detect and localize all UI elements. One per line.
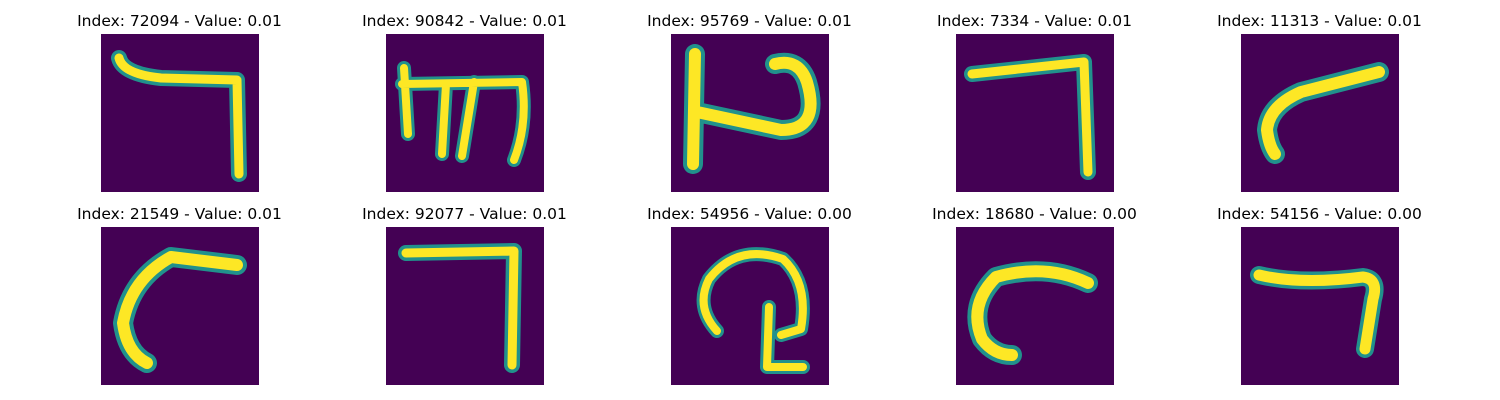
panel-title: Index: 54156 - Value: 0.00 [1217, 205, 1422, 223]
panel-title: Index: 90842 - Value: 0.01 [362, 12, 567, 30]
panel: Index: 21549 - Value: 0.01 [37, 193, 322, 385]
panel-title: Index: 11313 - Value: 0.01 [1217, 12, 1422, 30]
digit-image [101, 227, 259, 385]
panel: Index: 92077 - Value: 0.01 [322, 193, 607, 385]
panel-title: Index: 92077 - Value: 0.01 [362, 205, 567, 223]
digit-image [101, 34, 259, 192]
digit-image [671, 34, 829, 192]
digit-image [671, 227, 829, 385]
panel: Index: 72094 - Value: 0.01 [37, 0, 322, 192]
panel-title: Index: 95769 - Value: 0.01 [647, 12, 852, 30]
panel-title: Index: 21549 - Value: 0.01 [77, 205, 282, 223]
panel: Index: 54956 - Value: 0.00 [607, 193, 892, 385]
digit-image [956, 227, 1114, 385]
digit-image [1241, 34, 1399, 192]
panel-title: Index: 54956 - Value: 0.00 [647, 205, 852, 223]
panel-title: Index: 7334 - Value: 0.01 [937, 12, 1132, 30]
panel: Index: 54156 - Value: 0.00 [1177, 193, 1462, 385]
digit-image [1241, 227, 1399, 385]
panel: Index: 90842 - Value: 0.01 [322, 0, 607, 192]
panel-title: Index: 18680 - Value: 0.00 [932, 205, 1137, 223]
panel: Index: 7334 - Value: 0.01 [892, 0, 1177, 192]
panel: Index: 11313 - Value: 0.01 [1177, 0, 1462, 192]
digit-image [386, 227, 544, 385]
digit-image [386, 34, 544, 192]
panel-title: Index: 72094 - Value: 0.01 [77, 12, 282, 30]
panel: Index: 18680 - Value: 0.00 [892, 193, 1177, 385]
panel: Index: 95769 - Value: 0.01 [607, 0, 892, 192]
digit-image [956, 34, 1114, 192]
